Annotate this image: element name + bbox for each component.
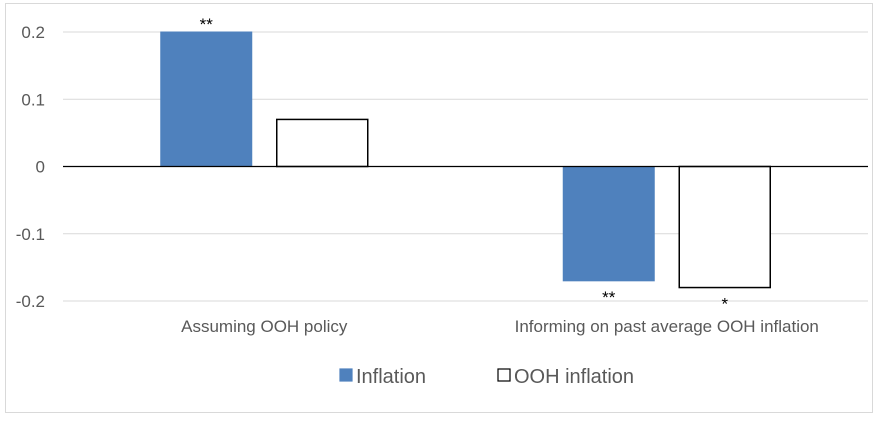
legend-label: Inflation — [356, 366, 426, 388]
significance-label: * — [721, 295, 728, 314]
bars — [160, 31, 771, 289]
y-axis-ticks: 0.2 0.1 0 -0.1 -0.2 — [16, 23, 45, 311]
legend-swatch-inflation — [339, 368, 353, 382]
bar-inflation — [160, 31, 253, 167]
category-label: Assuming OOH policy — [181, 317, 348, 336]
y-tick-label: -0.2 — [16, 292, 45, 311]
legend-label: OOH inflation — [514, 366, 634, 388]
category-label: Informing on past average OOH inflation — [515, 317, 819, 336]
legend-swatch-ooh-inflation — [497, 368, 511, 382]
legend: Inflation OOH inflation — [339, 366, 634, 388]
bar-ooh-inflation — [276, 118, 369, 168]
y-tick-label: 0.1 — [21, 90, 45, 109]
significance-labels: **** * — [200, 15, 729, 314]
category-labels: Assuming OOH policy Informing on past ave… — [181, 317, 819, 336]
y-tick-label: 0 — [36, 158, 45, 177]
significance-label: ** — [200, 15, 214, 34]
bar-ooh-inflation — [678, 165, 771, 289]
y-tick-label: 0.2 — [21, 23, 45, 42]
significance-label: ** — [602, 288, 616, 307]
bar-inflation — [562, 166, 655, 282]
y-tick-label: -0.1 — [16, 225, 45, 244]
